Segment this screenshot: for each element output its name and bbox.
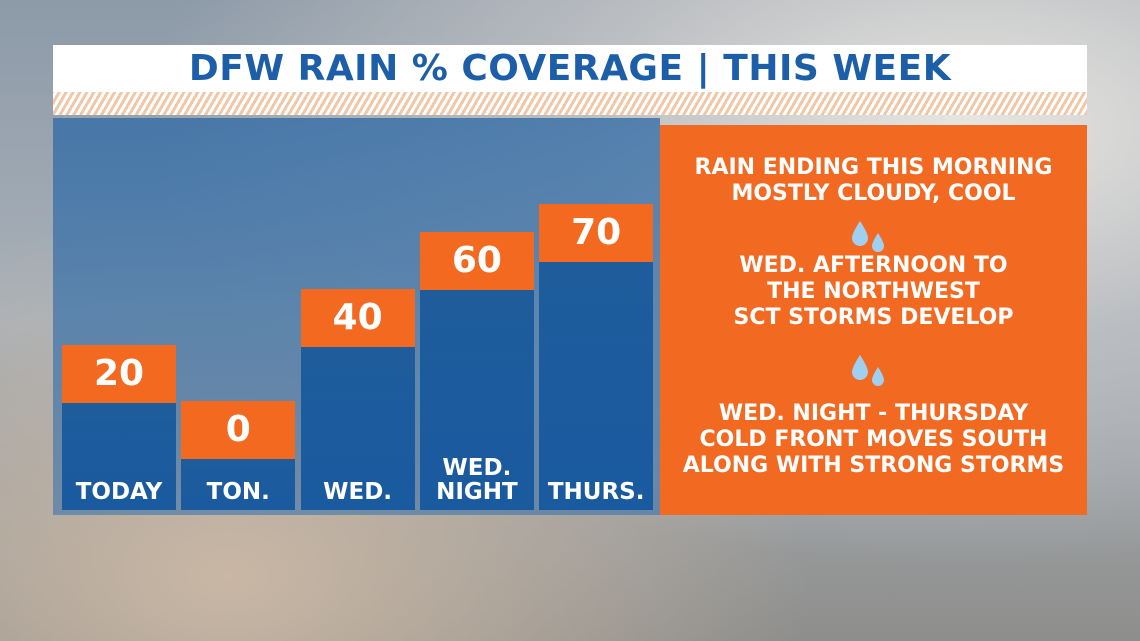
- value-label: 70: [539, 204, 654, 263]
- stripe-band: [53, 92, 1087, 115]
- note-line: MOSTLY CLOUDY, COOL: [731, 181, 1016, 206]
- value-label: 0: [181, 401, 296, 459]
- chart-title: DFW RAIN % COVERAGE | THIS WEEK: [53, 45, 1087, 92]
- note-line: THE NORTHWEST: [767, 279, 980, 304]
- rain-icon: [852, 221, 884, 252]
- note-line: ALONG WITH STRONG STORMS: [682, 453, 1065, 478]
- notes-panel: RAIN ENDING THIS MORNING MOSTLY CLOUDY, C…: [660, 125, 1087, 515]
- x-tick-label: WED.: [323, 479, 393, 505]
- bar: [62, 402, 176, 510]
- bar: [181, 459, 296, 510]
- value-label: 60: [419, 232, 534, 291]
- x-tick-label: WED. NIGHT: [436, 455, 518, 505]
- value-label: 20: [62, 344, 176, 403]
- rain-icon: [852, 355, 884, 386]
- bar: [300, 346, 415, 510]
- note-line: RAIN ENDING THIS MORNING: [694, 155, 1053, 180]
- note-block: WED. AFTERNOON TO THE NORTHWEST SCT STORMS…: [660, 253, 1087, 331]
- bar: [419, 290, 534, 510]
- note-line: COLD FRONT MOVES SOUTH: [699, 427, 1048, 452]
- note-line: WED. NIGHT - THURSDAY: [718, 401, 1029, 426]
- x-tick-label: TON.: [206, 479, 270, 505]
- note-line: WED. AFTERNOON TO: [739, 253, 1008, 278]
- x-tick-label: THURS.: [547, 479, 645, 505]
- bar: [539, 262, 654, 510]
- note-line: SCT STORMS DEVELOP: [733, 305, 1014, 330]
- note-block: RAIN ENDING THIS MORNING MOSTLY CLOUDY, C…: [660, 155, 1087, 207]
- value-label: 40: [300, 288, 415, 347]
- x-tick-label: TODAY: [75, 479, 163, 505]
- note-block: WED. NIGHT - THURSDAY COLD FRONT MOVES SO…: [660, 401, 1087, 479]
